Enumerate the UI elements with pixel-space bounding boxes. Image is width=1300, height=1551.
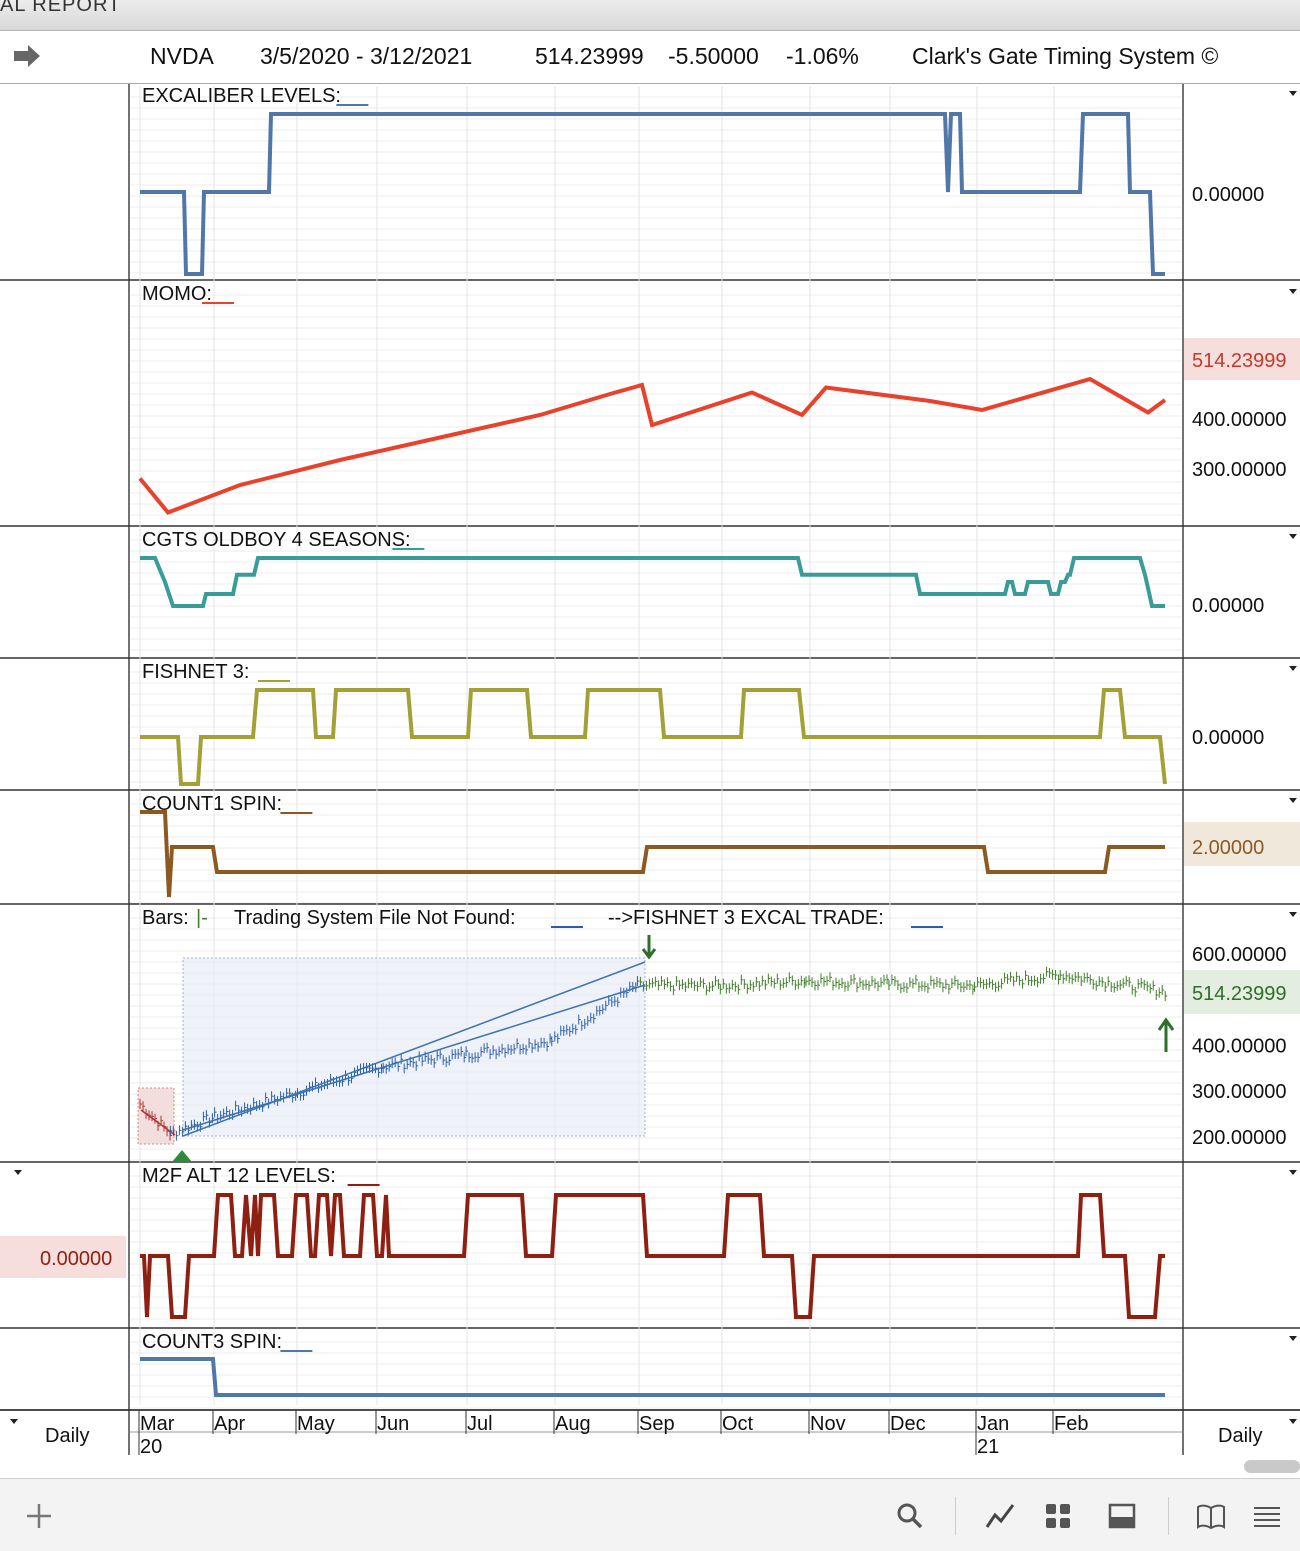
m2f-value-tag xyxy=(0,1236,126,1278)
month-label: Feb xyxy=(1054,1413,1088,1435)
excaliber-tick: 0.00000 xyxy=(1192,184,1264,206)
fishnet-trade-label: -->FISHNET 3 EXCAL TRADE: xyxy=(608,907,884,929)
trend-line xyxy=(182,984,646,1131)
momo-line xyxy=(138,376,1167,515)
chart-area[interactable]: EXCALIBER LEVELS: 0.00000 MOMO: 514.23999 40… xyxy=(0,0,1300,1478)
panel-menu-chevron-icon[interactable] xyxy=(1289,534,1297,539)
price-change: -5.50000 xyxy=(668,43,759,69)
symbol[interactable]: NVDA xyxy=(150,43,214,69)
panel-menu-chevron-icon[interactable] xyxy=(1289,289,1297,294)
panel-menu-chevron-icon[interactable] xyxy=(1289,798,1297,803)
count3-line xyxy=(140,1357,1165,1397)
month-label: Jul xyxy=(467,1413,493,1435)
window-title: AL REPORT xyxy=(0,0,122,16)
bars-tick-200: 200.00000 xyxy=(1192,1127,1287,1149)
bars-label: Bars: xyxy=(142,907,189,929)
count1-value: 2.00000 xyxy=(1192,837,1264,859)
m2f-line xyxy=(140,1193,1165,1319)
momo-value-tag xyxy=(1184,338,1300,380)
last-price: 514.23999 xyxy=(535,43,644,69)
panel-menu-chevron-icon[interactable] xyxy=(1289,666,1297,671)
count1-line xyxy=(140,810,1165,898)
excaliber-line xyxy=(140,112,1165,276)
fishnet-label: FISHNET 3: xyxy=(142,661,249,683)
toolbar-divider xyxy=(1168,1497,1169,1535)
price-change-pct: -1.06% xyxy=(786,43,859,69)
forward-arrow-icon[interactable] xyxy=(12,41,42,71)
date-range: 3/5/2020 - 3/12/2021 xyxy=(260,43,473,69)
count3-label: COUNT3 SPIN: xyxy=(142,1331,282,1353)
bars-tick-300: 300.00000 xyxy=(1192,1081,1287,1103)
panel-menu-chevron-icon[interactable] xyxy=(14,1170,22,1175)
entry-signal-arrow-icon xyxy=(172,1150,192,1162)
month-label: Apr xyxy=(214,1413,245,1435)
month-label: Dec xyxy=(890,1413,926,1435)
bars-style: |- xyxy=(196,907,208,929)
periodicity-right: Daily xyxy=(1218,1425,1262,1447)
toolbar-divider xyxy=(955,1497,956,1535)
m2f-value: 0.00000 xyxy=(40,1248,112,1270)
menu-icon[interactable] xyxy=(1252,1501,1282,1531)
panel-menu-chevron-icon[interactable] xyxy=(1289,1170,1297,1175)
count1-label: COUNT1 SPIN: xyxy=(142,793,282,815)
momo-label: MOMO: xyxy=(142,283,212,305)
window-titlebar: AL REPORT xyxy=(0,0,1300,31)
bars-value: 514.23999 xyxy=(1192,983,1287,1005)
month-label: Jan xyxy=(977,1413,1009,1435)
oldboy-tick: 0.00000 xyxy=(1192,595,1264,617)
periodicity-chevron-icon[interactable] xyxy=(10,1419,18,1424)
line-chart-icon[interactable] xyxy=(985,1501,1015,1531)
year-label: 20 xyxy=(140,1436,162,1458)
fishnet-tick: 0.00000 xyxy=(1192,727,1264,749)
sell-signal-arrow-icon xyxy=(641,935,657,960)
horizontal-scrollbar[interactable] xyxy=(1244,1460,1300,1473)
trend-line xyxy=(182,961,646,1137)
excaliber-label: EXCALIBER LEVELS: xyxy=(142,85,341,107)
panel-menu-chevron-icon[interactable] xyxy=(1289,912,1297,917)
month-label: Jun xyxy=(377,1413,409,1435)
panel-icon[interactable] xyxy=(1107,1501,1137,1531)
month-label: Mar xyxy=(140,1413,175,1435)
system-name: Clark's Gate Timing System © xyxy=(912,43,1219,69)
momo-tick-300: 300.00000 xyxy=(1192,459,1287,481)
panel-menu-chevron-icon[interactable] xyxy=(1289,91,1297,96)
search-icon[interactable] xyxy=(895,1501,925,1531)
month-label: Aug xyxy=(555,1413,591,1435)
plus-icon[interactable] xyxy=(24,1501,54,1531)
month-label: Sep xyxy=(639,1413,675,1435)
chart-header: NVDA 3/5/2020 - 3/12/2021 514.23999 -5.5… xyxy=(0,31,1300,85)
periodicity-chevron-icon[interactable] xyxy=(1289,1419,1297,1424)
m2f-label: M2F ALT 12 LEVELS: xyxy=(142,1165,336,1187)
buy-signal-arrow-icon xyxy=(1157,1017,1175,1052)
panel-menu-chevron-icon[interactable] xyxy=(1289,1336,1297,1341)
periodicity-left: Daily xyxy=(45,1425,89,1447)
month-label: Oct xyxy=(722,1413,754,1435)
down-range-box xyxy=(137,1087,175,1145)
count1-value-tag xyxy=(1184,822,1300,866)
momo-value: 514.23999 xyxy=(1192,350,1287,372)
bottom-toolbar xyxy=(0,1478,1300,1551)
month-label: Nov xyxy=(810,1413,846,1435)
oldboy-label: CGTS OLDBOY 4 SEASONS: xyxy=(142,529,411,551)
trading-system-label: Trading System File Not Found: xyxy=(234,907,516,929)
down-trend-line xyxy=(140,1109,176,1136)
bars-tick-600: 600.00000 xyxy=(1192,944,1287,966)
bars-value-tag xyxy=(1184,970,1300,1014)
grid-icon[interactable] xyxy=(1043,1501,1073,1531)
book-icon[interactable] xyxy=(1196,1501,1226,1531)
oldboy-line xyxy=(140,556,1165,608)
year-label: 21 xyxy=(977,1436,999,1458)
fishnet-line xyxy=(140,688,1167,786)
month-label: May xyxy=(297,1413,335,1435)
momo-tick-400: 400.00000 xyxy=(1192,409,1287,431)
bars-tick-400: 400.00000 xyxy=(1192,1035,1287,1057)
